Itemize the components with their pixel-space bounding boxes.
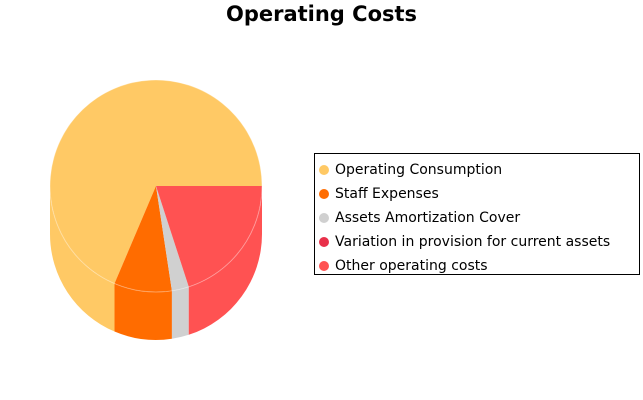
legend-item: Staff Expenses <box>319 182 639 206</box>
chart-legend: Operating Consumption Staff Expenses Ass… <box>314 153 640 275</box>
pie-slice-side <box>171 286 189 339</box>
legend-item: Operating Consumption <box>319 158 639 182</box>
pie-slice <box>49 80 262 284</box>
legend-item: Other operating costs <box>319 254 639 278</box>
pie-top <box>49 79 263 293</box>
legend-item: Assets Amortization Cover <box>319 206 639 230</box>
pie-slice-side <box>188 186 262 335</box>
pie-sides <box>50 186 262 340</box>
chart-title: Operating Costs <box>225 2 418 26</box>
legend-label: Assets Amortization Cover <box>335 210 521 226</box>
legend-swatch <box>319 261 329 271</box>
legend-label: Operating Consumption <box>335 162 503 178</box>
legend-swatch <box>319 237 329 247</box>
pie-slice <box>156 186 189 291</box>
legend-swatch <box>319 213 329 223</box>
legend-item: Variation in provision for current asset… <box>319 230 639 254</box>
pie-slice-side <box>114 283 172 340</box>
legend-swatch <box>319 189 329 199</box>
legend-label: Other operating costs <box>335 258 488 274</box>
pie-rim <box>49 79 263 293</box>
pie-slice <box>114 186 172 292</box>
pie-slice-side <box>50 186 115 332</box>
legend-label: Variation in provision for current asset… <box>335 234 611 250</box>
legend-label: Staff Expenses <box>335 186 439 202</box>
pie-slice <box>156 186 262 287</box>
legend-swatch <box>319 165 329 175</box>
